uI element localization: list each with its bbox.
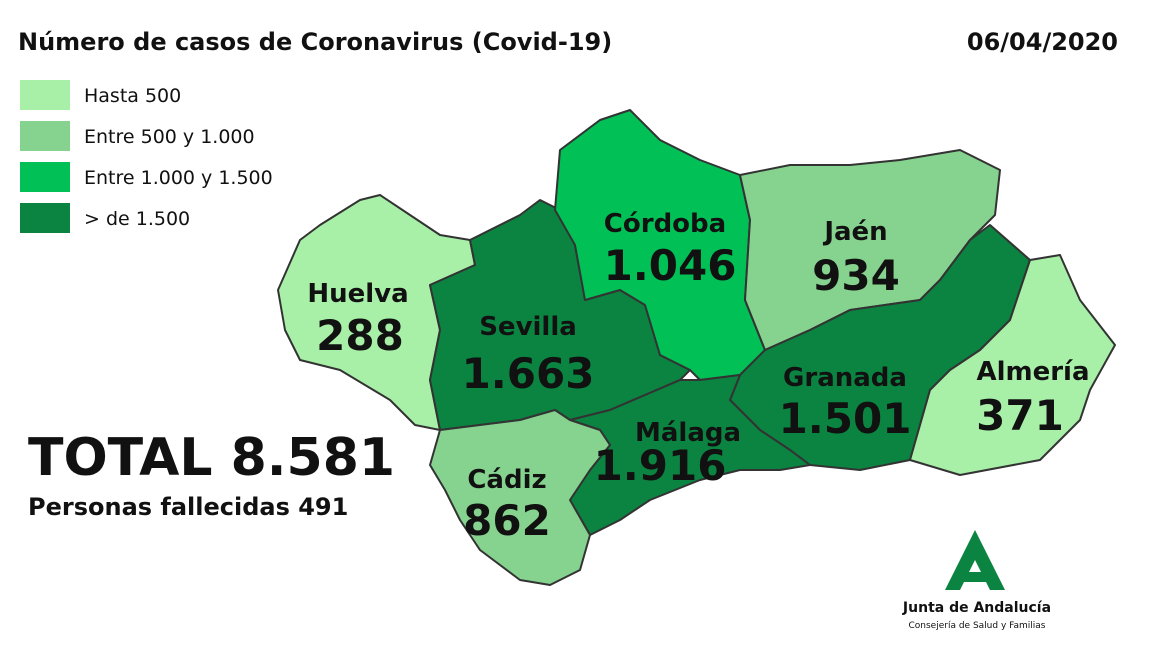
province xyxy=(429,409,611,586)
provinces xyxy=(277,109,1116,586)
legend-swatch xyxy=(20,162,70,192)
province-name: Almería xyxy=(976,357,1089,387)
legend-swatch xyxy=(20,80,70,110)
province-value: 934 xyxy=(812,251,900,300)
province-name: Granada xyxy=(783,363,907,393)
legend-label: Hasta 500 xyxy=(84,85,181,107)
legend-swatch xyxy=(20,203,70,233)
province-name: Jaén xyxy=(822,217,887,247)
province-name: Huelva xyxy=(307,279,408,309)
province-name: Córdoba xyxy=(604,209,726,239)
title: Número de casos de Coronavirus (Covid-19… xyxy=(18,28,612,56)
logo-mark xyxy=(945,530,1005,590)
legend-label: Entre 500 y 1.000 xyxy=(84,126,255,148)
province-value: 1.046 xyxy=(604,241,737,290)
province-name: Málaga xyxy=(635,418,741,448)
legend: Hasta 500 Entre 500 y 1.000 Entre 1.000 … xyxy=(20,80,273,233)
legend-label: Entre 1.000 y 1.500 xyxy=(84,167,273,189)
legend-swatch xyxy=(20,121,70,151)
province-name: Sevilla xyxy=(479,312,577,342)
province-value: 1.916 xyxy=(594,441,727,490)
deaths: Personas fallecidas 491 xyxy=(28,493,348,521)
province-value: 288 xyxy=(316,311,404,360)
province-name: Cádiz xyxy=(467,465,546,495)
logo-name: Junta de Andalucía xyxy=(902,600,1051,616)
province-value: 1.501 xyxy=(779,394,912,443)
province xyxy=(909,254,1116,476)
legend-label: > de 1.500 xyxy=(84,208,190,230)
province-value: 1.663 xyxy=(462,349,595,398)
province-value: 862 xyxy=(463,496,551,545)
logo-department: Consejería de Salud y Familias xyxy=(909,621,1046,631)
total: TOTAL 8.581 xyxy=(28,428,395,488)
logo: Junta de Andalucía Consejería de Salud y… xyxy=(902,530,1051,631)
province-value: 371 xyxy=(976,391,1064,440)
date: 06/04/2020 xyxy=(967,28,1118,56)
